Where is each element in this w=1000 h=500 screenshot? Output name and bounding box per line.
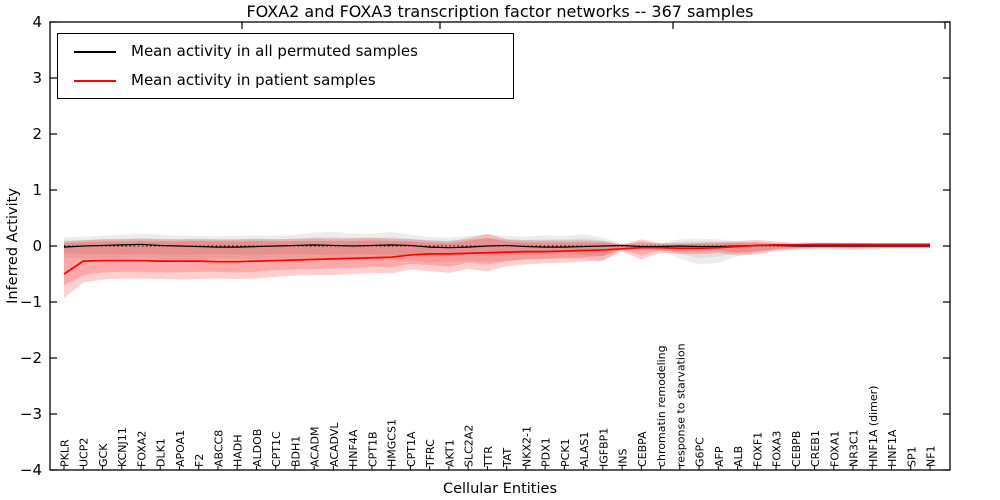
x-tick-label: response to starvation [674,343,687,467]
legend-line-patient-icon [74,79,116,82]
y-tick-label: 2 [32,125,42,143]
x-tick-label: FOXF1 [751,432,764,467]
x-tick-label: G6PC [694,437,707,467]
x-tick-label: IGFBP1 [597,428,610,467]
band-outer-patient [64,233,930,299]
x-tick-label: SLC2A2 [463,425,476,467]
legend-label-permuted: Mean activity in all permuted samples [131,42,418,60]
y-tick-label: 3 [32,69,42,87]
x-tick-label: APOA1 [174,430,187,467]
x-tick-label: HNF4A [347,429,360,467]
x-tick-label: HMGCS1 [386,419,399,467]
x-tick-label: NKX2-1 [520,426,533,467]
band-inner-patient [64,237,930,286]
x-tick-label: DLK1 [155,438,168,467]
legend-item-permuted: Mean activity in all permuted samples [58,44,513,59]
x-tick-label: chromatin remodeling [655,345,668,467]
band-inner-permuted [64,237,930,258]
mean-line-patient [63,243,930,275]
x-tick-label: ALB [732,446,745,467]
x-tick-label: HADH [232,434,245,467]
y-tick-label: −3 [20,405,42,423]
x-tick-label: ALDOB [251,429,264,467]
x-tick-label: CREB1 [809,430,822,467]
legend: Mean activity in all permuted samples Me… [57,33,514,99]
x-tick-label: ACADVL [328,422,341,467]
x-tick-label: CEBPA [636,431,649,467]
x-tick-label: PCK1 [559,438,572,467]
chart-title: FOXA2 and FOXA3 transcription factor net… [246,2,754,21]
x-tick-label: TTR [482,446,495,468]
x-tick-label: ABCC8 [212,430,225,467]
x-tick-label: PKLR [59,439,72,467]
x-tick-label: ALAS1 [578,432,591,467]
x-tick-label: UCP2 [78,438,91,467]
y-tick-label: −4 [20,461,42,479]
x-tick-label: F2 [193,454,206,467]
x-tick-label: TAT [501,447,514,468]
x-tick-label: HNF1A [886,429,899,467]
y-axis-label: Inferred Activity [5,188,21,304]
y-tick-label: −1 [20,293,42,311]
x-tick-label: ACADM [309,427,322,468]
legend-label-patient: Mean activity in patient samples [131,71,376,89]
x-tick-label: CPT1C [270,431,283,467]
x-tick-label: CEBPB [790,431,803,467]
y-tick-label: −2 [20,349,42,367]
legend-item-patient: Mean activity in patient samples [58,73,513,88]
x-tick-label: FOXA1 [828,431,841,467]
x-tick-label: FOXA2 [135,431,148,467]
x-tick-label: HNF1A (dimer) [867,386,880,467]
y-tick-label: 1 [32,181,42,199]
band-outer-permuted [64,232,930,265]
x-tick-label: KCNJ11 [116,427,129,467]
x-axis-label: Cellular Entities [442,481,558,497]
x-tick-label: AKT1 [443,439,456,467]
x-tick-label: FOXA3 [771,431,784,467]
x-tick-label: CPT1A [405,431,418,467]
x-tick-label: TFRC [424,439,437,468]
legend-line-permuted-icon [74,50,116,53]
x-tick-label: NF1 [925,445,938,467]
y-tick-label: 4 [32,13,42,31]
x-tick-label: BDH1 [289,436,302,467]
x-tick-label: NR3C1 [848,429,861,467]
x-tick-label: AFP [713,446,726,467]
y-tick-label: 0 [32,237,42,255]
x-tick-label: GCK [97,443,110,467]
x-tick-label: SP1 [905,446,918,467]
x-tick-label: PDX1 [540,437,553,467]
x-tick-label: INS [617,449,630,467]
x-tick-label: CPT1B [366,431,379,467]
